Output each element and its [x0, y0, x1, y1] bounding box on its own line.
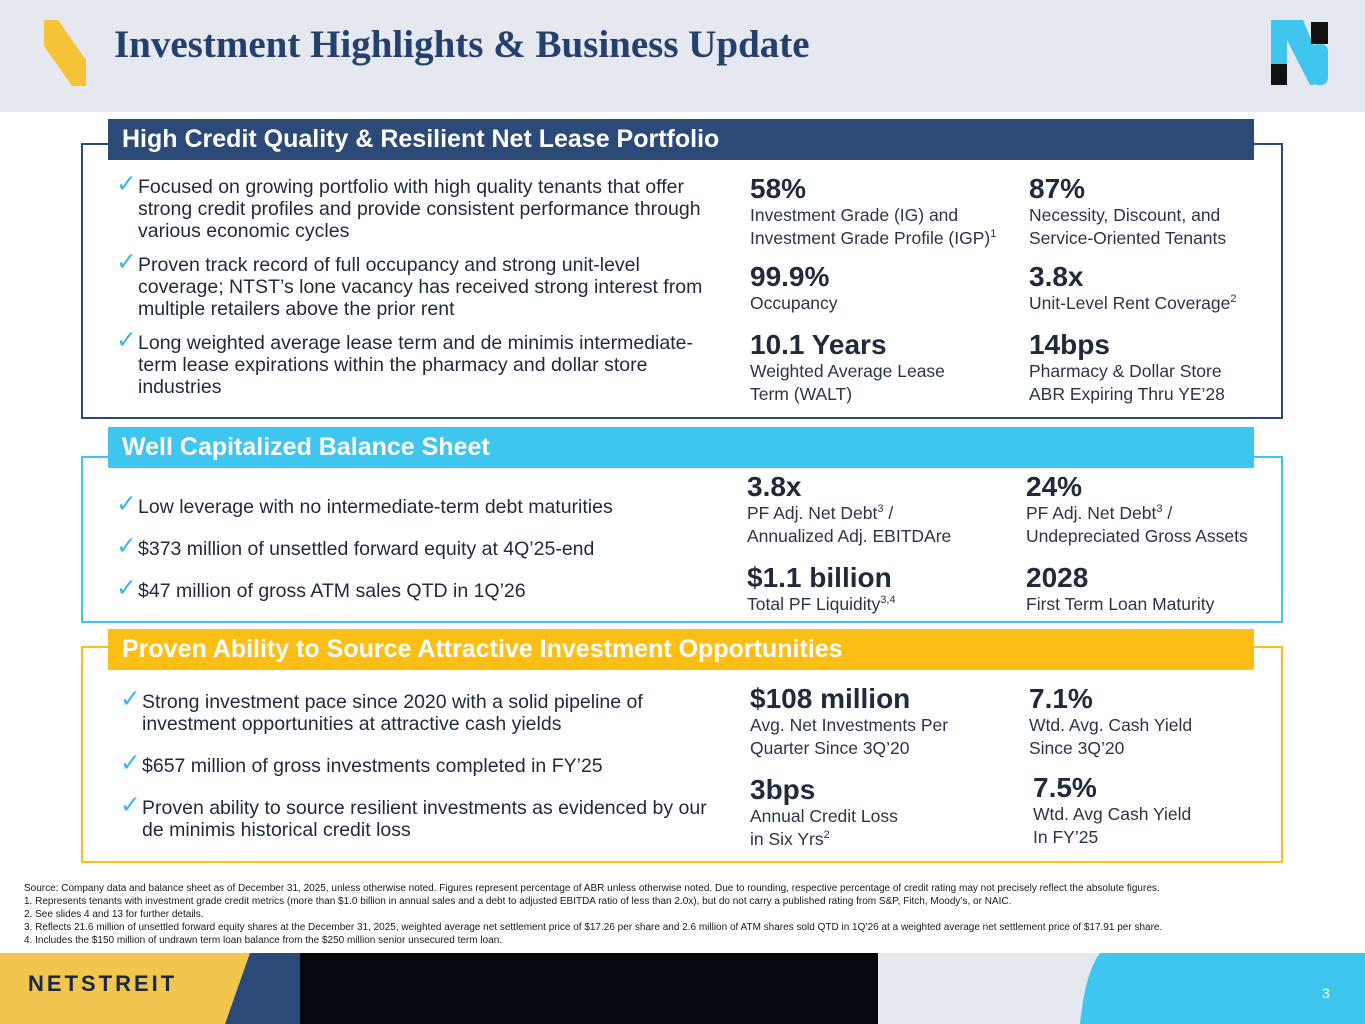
footnote-source: Source: Company data and balance sheet a…	[24, 883, 1160, 894]
stat-investment-grade: 58% Investment Grade (IG) and Investment…	[750, 173, 997, 248]
stat-necessity-tenants: 87% Necessity, Discount, and Service-Ori…	[1029, 173, 1227, 248]
footnote-3: 3. Reflects 21.6 million of unsettled fo…	[24, 922, 1163, 933]
section-investments-bullets: ✓ Strong investment pace since 2020 with …	[120, 687, 720, 842]
footer-bar: NETSTREIT 3	[0, 953, 1365, 1024]
bullet-text: Low leverage with no intermediate-term d…	[138, 496, 613, 518]
footnotes: Source: Company data and balance sheet a…	[24, 882, 1354, 947]
stat-occupancy: 99.9% Occupancy	[750, 261, 838, 314]
section-investments-header: Proven Ability to Source Attractive Inve…	[108, 629, 1254, 670]
footnote-4: 4. Includes the $150 million of undrawn …	[24, 935, 503, 946]
checkmark-icon: ✓	[116, 170, 137, 198]
bullet-item: ✓ Strong investment pace since 2020 with …	[120, 687, 720, 736]
checkmark-icon: ✓	[120, 791, 141, 819]
bullet-item: ✓ Focused on growing portfolio with high …	[116, 172, 716, 243]
bullet-text: Proven track record of full occupancy an…	[138, 254, 703, 320]
stat-rent-coverage: 3.8x Unit-Level Rent Coverage2	[1029, 261, 1237, 314]
stat-credit-loss: 3bps Annual Credit Loss in Six Yrs2	[750, 774, 898, 849]
footnote-1: 1. Represents tenants with investment gr…	[24, 896, 1012, 907]
bullet-item: ✓ Proven track record of full occupancy a…	[116, 250, 716, 321]
bullet-item: ✓ $657 million of gross investments compl…	[120, 751, 720, 778]
section-credit-quality-bullets: ✓ Focused on growing portfolio with high …	[116, 172, 716, 399]
stat-cash-yield-fy25: 7.5% Wtd. Avg Cash Yield In FY’25	[1033, 772, 1192, 847]
header-accent-stripe-icon	[44, 20, 86, 86]
bullet-text: Long weighted average lease term and de …	[138, 332, 693, 398]
checkmark-icon: ✓	[116, 326, 137, 354]
bullet-text: $657 million of gross investments comple…	[142, 755, 603, 777]
bullet-text: $373 million of unsettled forward equity…	[138, 538, 595, 560]
netstreit-logo-icon	[1271, 20, 1328, 85]
bullet-item: ✓ Low leverage with no intermediate-term …	[116, 492, 716, 519]
checkmark-icon: ✓	[116, 490, 137, 518]
stat-net-debt-assets: 24% PF Adj. Net Debt3 / Undepreciated Gr…	[1026, 471, 1248, 546]
stat-term-loan-maturity: 2028 First Term Loan Maturity	[1026, 562, 1215, 615]
stat-walt: 10.1 Years Weighted Average Lease Term (…	[750, 329, 945, 404]
bullet-item: ✓ Long weighted average lease term and de…	[116, 328, 716, 399]
header-bar: Investment Highlights & Business Update	[0, 0, 1365, 112]
stat-abr-expiring: 14bps Pharmacy & Dollar Store ABR Expiri…	[1029, 329, 1225, 404]
section-credit-quality-header: High Credit Quality & Resilient Net Leas…	[108, 119, 1254, 160]
bullet-item: ✓ Proven ability to source resilient inve…	[120, 793, 720, 842]
checkmark-icon: ✓	[116, 532, 137, 560]
checkmark-icon: ✓	[116, 574, 137, 602]
bullet-text: Focused on growing portfolio with high q…	[138, 176, 701, 242]
stat-cash-yield-since: 7.1% Wtd. Avg. Cash Yield Since 3Q’20	[1029, 683, 1193, 758]
footnote-2: 2. See slides 4 and 13 for further detai…	[24, 909, 204, 920]
brand-wordmark: NETSTREIT	[28, 971, 178, 996]
bullet-item: ✓ $47 million of gross ATM sales QTD in 1…	[116, 576, 716, 603]
footer-color-bands-icon	[0, 953, 1365, 1024]
stat-net-debt-ebitdare: 3.8x PF Adj. Net Debt3 / Annualized Adj.…	[747, 471, 952, 546]
bullet-text: Strong investment pace since 2020 with a…	[142, 691, 643, 735]
checkmark-icon: ✓	[120, 749, 141, 777]
stat-avg-net-investments: $108 million Avg. Net Investments Per Qu…	[750, 683, 949, 758]
page-title: Investment Highlights & Business Update	[114, 23, 810, 66]
bullet-item: ✓ $373 million of unsettled forward equit…	[116, 534, 716, 561]
section-balance-sheet-bullets: ✓ Low leverage with no intermediate-term …	[116, 492, 716, 603]
bullet-text: Proven ability to source resilient inves…	[142, 797, 707, 841]
bullet-text: $47 million of gross ATM sales QTD in 1Q…	[138, 580, 526, 602]
checkmark-icon: ✓	[116, 248, 137, 276]
section-balance-sheet-header: Well Capitalized Balance Sheet	[108, 427, 1254, 468]
page-number: 3	[1322, 985, 1330, 1001]
checkmark-icon: ✓	[120, 685, 141, 713]
stat-total-liquidity: $1.1 billion Total PF Liquidity3,4	[747, 562, 896, 615]
